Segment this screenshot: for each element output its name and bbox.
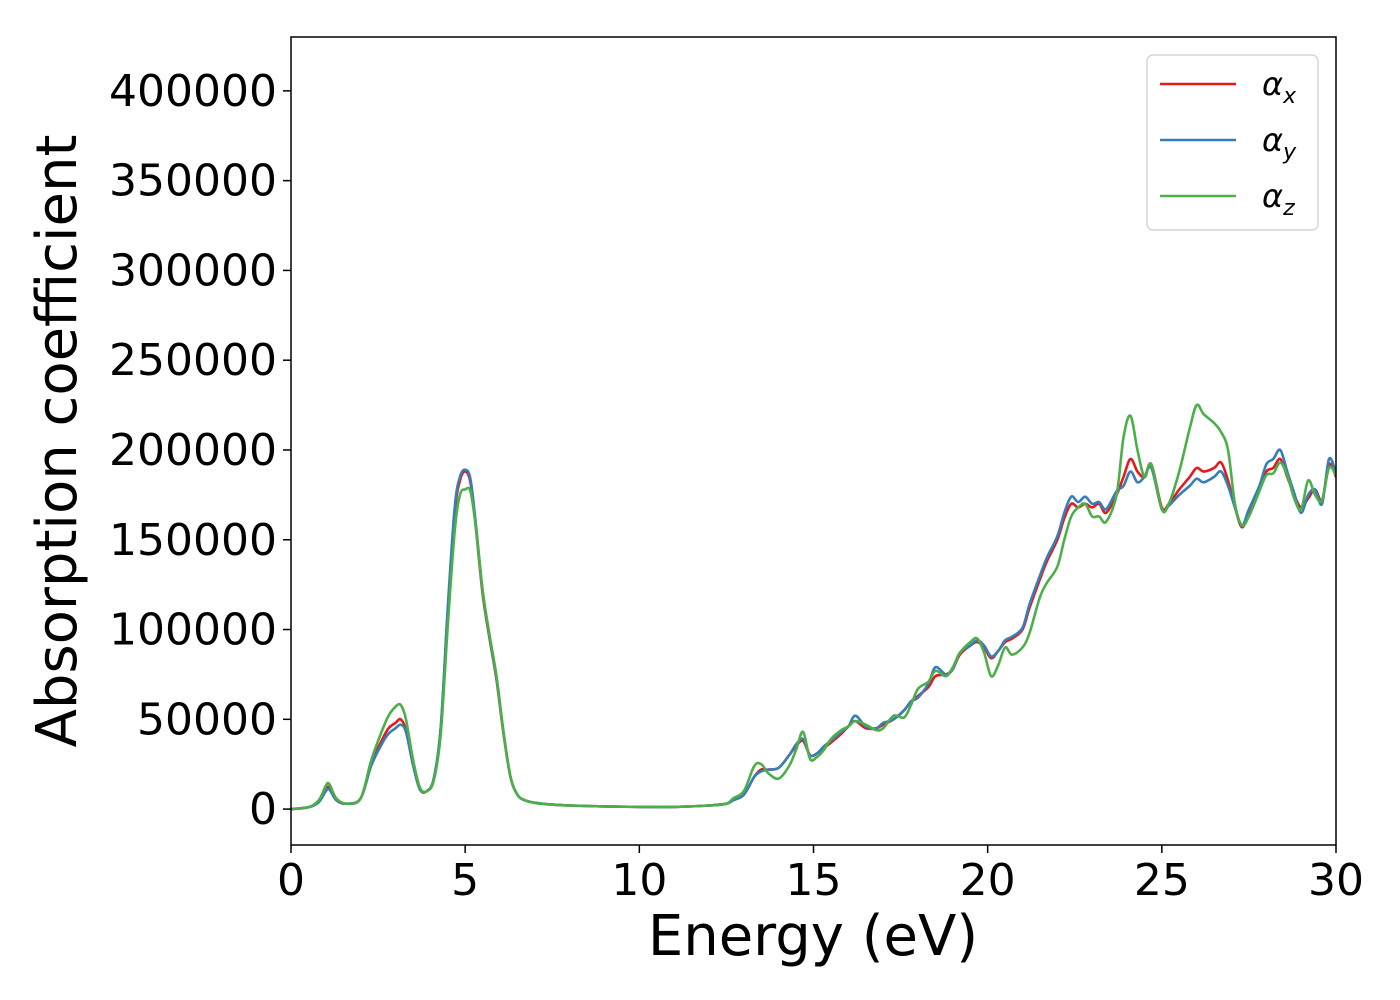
x-tick-label: 15 <box>786 855 842 906</box>
series-layer <box>291 403 1336 811</box>
y-tick-label: 0 <box>249 784 277 835</box>
legend-label-alpha-x: αx <box>1262 65 1297 109</box>
x-tick-label: 0 <box>277 855 305 906</box>
y-tick-label: 100000 <box>109 605 277 656</box>
series-line-alpha-z <box>291 403 1336 811</box>
legend-label-alpha-z: αz <box>1262 177 1295 221</box>
legend-box <box>1146 54 1319 231</box>
x-axis-title: Energy (eV) <box>648 904 978 969</box>
x-tick-label: 25 <box>1134 855 1190 906</box>
y-tick-label: 400000 <box>109 66 277 117</box>
x-tick-label: 30 <box>1308 855 1364 906</box>
y-axis-title: Absorption coefficient <box>25 135 90 748</box>
y-tick-label: 350000 <box>109 156 277 207</box>
y-tick-label: 300000 <box>109 245 277 296</box>
x-tick-label: 5 <box>451 855 479 906</box>
y-tick-label: 50000 <box>137 694 277 745</box>
y-tick-label: 250000 <box>109 335 277 386</box>
y-tick-label: 150000 <box>109 515 277 566</box>
x-tick-label: 10 <box>611 855 667 906</box>
legend-label-alpha-y: αy <box>1262 121 1297 165</box>
legend: αx αy αz <box>1146 54 1319 231</box>
y-tick-label: 200000 <box>109 425 277 476</box>
x-axis: 0 5 10 15 20 25 30 <box>277 845 1364 906</box>
series-lines <box>291 403 1336 811</box>
y-axis: 0 50000 100000 150000 200000 250000 300000 3500… <box>109 66 291 835</box>
x-tick-label: 20 <box>960 855 1016 906</box>
